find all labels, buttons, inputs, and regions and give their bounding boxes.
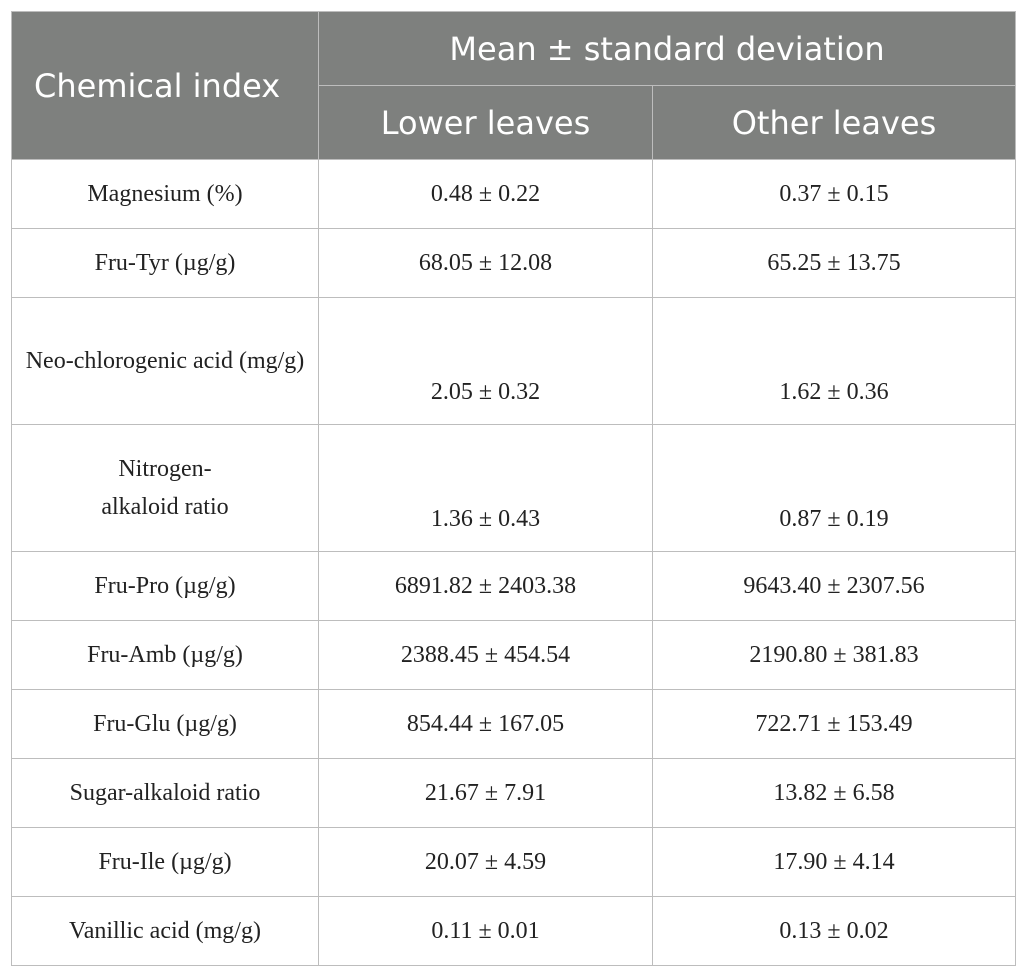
table-row: Sugar-alkaloid ratio 21.67 ± 7.91 13.82 …: [11, 758, 1016, 828]
row-name: Fru-Amb (µg/g): [11, 620, 319, 690]
other-leaves-value: 65.25 ± 13.75: [652, 228, 1016, 298]
chemical-index-header: Chemical index: [11, 11, 319, 160]
lower-leaves-value: 0.48 ± 0.22: [318, 159, 653, 229]
row-name: Fru-Tyr (µg/g): [11, 228, 319, 298]
lower-leaves-value: 0.11 ± 0.01: [318, 896, 653, 966]
lower-leaves-value: 68.05 ± 12.08: [318, 228, 653, 298]
lower-leaves-value: 21.67 ± 7.91: [318, 758, 653, 828]
lower-leaves-value: 6891.82 ± 2403.38: [318, 551, 653, 621]
table-header: Chemical index Mean ± standard deviation…: [11, 11, 1016, 160]
other-leaves-value: 0.87 ± 0.19: [652, 424, 1016, 552]
row-name: Fru-Glu (µg/g): [11, 689, 319, 759]
table-row: Fru-Glu (µg/g) 854.44 ± 167.05 722.71 ± …: [11, 689, 1016, 759]
chemical-index-table: Chemical index Mean ± standard deviation…: [11, 11, 1016, 966]
row-name: Magnesium (%): [11, 159, 319, 229]
table-row: Neo-chlorogenic acid (mg/g) 2.05 ± 0.32 …: [11, 297, 1016, 425]
table-body: Magnesium (%) 0.48 ± 0.22 0.37 ± 0.15 Fr…: [11, 159, 1016, 966]
row-name: Fru-Pro (µg/g): [11, 551, 319, 621]
row-name: Nitrogen-alkaloid ratio: [11, 424, 319, 552]
row-name: Vanillic acid (mg/g): [11, 896, 319, 966]
other-leaves-header: Other leaves: [652, 85, 1016, 160]
other-leaves-value: 13.82 ± 6.58: [652, 758, 1016, 828]
other-leaves-value: 722.71 ± 153.49: [652, 689, 1016, 759]
table-row: Vanillic acid (mg/g) 0.11 ± 0.01 0.13 ± …: [11, 896, 1016, 966]
table-row: Fru-Pro (µg/g) 6891.82 ± 2403.38 9643.40…: [11, 551, 1016, 621]
lower-leaves-value: 2388.45 ± 454.54: [318, 620, 653, 690]
table-row: Magnesium (%) 0.48 ± 0.22 0.37 ± 0.15: [11, 159, 1016, 229]
lower-leaves-value: 854.44 ± 167.05: [318, 689, 653, 759]
lower-leaves-value: 20.07 ± 4.59: [318, 827, 653, 897]
other-leaves-value: 0.37 ± 0.15: [652, 159, 1016, 229]
table-row: Fru-Amb (µg/g) 2388.45 ± 454.54 2190.80 …: [11, 620, 1016, 690]
other-leaves-value: 0.13 ± 0.02: [652, 896, 1016, 966]
other-leaves-value: 1.62 ± 0.36: [652, 297, 1016, 425]
row-name: Sugar-alkaloid ratio: [11, 758, 319, 828]
lower-leaves-header: Lower leaves: [318, 85, 653, 160]
mean-sd-header: Mean ± standard deviation: [318, 11, 1016, 86]
other-leaves-value: 2190.80 ± 381.83: [652, 620, 1016, 690]
row-name: Fru-Ile (µg/g): [11, 827, 319, 897]
row-name: Neo-chlorogenic acid (mg/g): [11, 297, 319, 425]
other-leaves-value: 17.90 ± 4.14: [652, 827, 1016, 897]
other-leaves-value: 9643.40 ± 2307.56: [652, 551, 1016, 621]
table-row: Nitrogen-alkaloid ratio 1.36 ± 0.43 0.87…: [11, 424, 1016, 552]
table-row: Fru-Tyr (µg/g) 68.05 ± 12.08 65.25 ± 13.…: [11, 228, 1016, 298]
lower-leaves-value: 2.05 ± 0.32: [318, 297, 653, 425]
lower-leaves-value: 1.36 ± 0.43: [318, 424, 653, 552]
table-row: Fru-Ile (µg/g) 20.07 ± 4.59 17.90 ± 4.14: [11, 827, 1016, 897]
